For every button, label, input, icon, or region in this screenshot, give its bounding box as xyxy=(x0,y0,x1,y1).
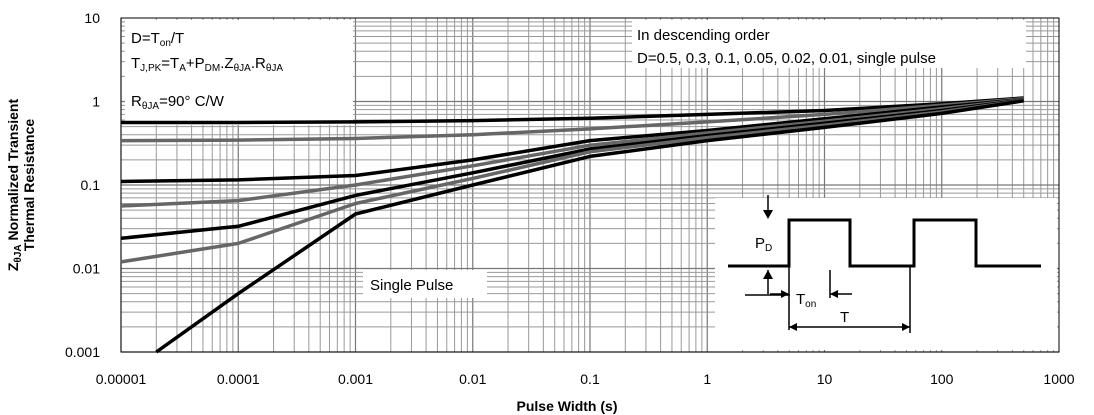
tj-formula: TJ,PK=TA+PDM.ZθJA.RθJA xyxy=(131,55,283,74)
tj-p5-sub: θJA xyxy=(266,63,284,74)
y-tick-label: 0.01 xyxy=(73,261,100,277)
ton-label-sub: on xyxy=(805,299,816,310)
period-label: T xyxy=(840,309,849,326)
y-tick-label: 0.1 xyxy=(81,177,101,193)
period-arrowhead-right xyxy=(902,323,910,331)
pd-arrowhead-bottom xyxy=(763,270,773,279)
series-line-0-1 xyxy=(120,97,1024,184)
x-tick-label: 0.001 xyxy=(338,371,373,387)
order-title: In descending order xyxy=(637,27,770,44)
ton-label: Ton xyxy=(796,291,816,310)
y-axis-title-line2: Thermal Resistance xyxy=(21,119,37,251)
tj-p1-sub: J,PK xyxy=(140,63,161,74)
y-tick-label: 10 xyxy=(84,10,100,26)
x-tick-label: 0.1 xyxy=(580,371,600,387)
x-tick-label: 1 xyxy=(703,371,711,387)
tj-p5: .R xyxy=(251,55,266,72)
pd-arrowhead-top xyxy=(763,210,773,219)
pd-label-sub: D xyxy=(765,243,772,254)
tj-p2: =T xyxy=(161,55,179,72)
series-line-single-pulse xyxy=(155,99,1024,354)
single-pulse-box xyxy=(363,270,487,298)
duty-formula-a: D=T xyxy=(131,30,160,47)
period-arrowhead-left xyxy=(789,323,797,331)
x-tick-label: 1000 xyxy=(1043,371,1074,387)
x-axis-title: Pulse Width (s) xyxy=(517,398,618,414)
plot-area-frame xyxy=(120,17,1060,353)
series-line-0-05 xyxy=(120,97,1024,208)
duty-formula: D=Ton/T xyxy=(131,30,184,49)
ton-arrowhead-left xyxy=(781,290,789,298)
x-tick-label: 0.00001 xyxy=(96,371,147,387)
y-axis-line1: Normalized Transient xyxy=(5,99,21,241)
formula-box xyxy=(125,20,353,125)
x-tick-label: 100 xyxy=(930,371,954,387)
ton-label-main: T xyxy=(796,291,805,308)
tj-p1: T xyxy=(131,55,140,72)
y-axis-symbol: Z xyxy=(5,262,21,271)
y-axis-symbol-sub: θJA xyxy=(13,244,24,262)
x-tick-label: 10 xyxy=(817,371,833,387)
y-axis-title-line1: ZθJA Normalized Transient xyxy=(5,99,24,272)
x-tick-label: 0.0001 xyxy=(217,371,260,387)
x-tick-label: 0.01 xyxy=(459,371,486,387)
ton-arrowhead-right xyxy=(830,290,838,298)
series-line-0-3 xyxy=(120,96,1024,143)
tj-p3-sub: DM xyxy=(205,63,221,74)
pd-label: PD xyxy=(755,235,772,254)
y-tick-label: 0.001 xyxy=(65,344,100,360)
tj-p4-sub: θJA xyxy=(234,63,252,74)
order-box xyxy=(632,20,1026,68)
series-layer xyxy=(120,96,1024,354)
rja-formula: RθJA=90° C/W xyxy=(131,93,225,112)
rja-a: R xyxy=(131,93,142,110)
single-pulse-label: Single Pulse xyxy=(370,277,453,294)
rja-a-sub: θJA xyxy=(142,101,160,112)
tick-labels: 0.00001 0.0001 0.001 0.01 0.1 1 10 100 1000 0.001… xyxy=(65,10,1075,387)
pd-label-main: P xyxy=(755,235,765,252)
order-values: D=0.5, 0.3, 0.1, 0.05, 0.02, 0.01, singl… xyxy=(637,50,936,67)
tj-p2-sub: A xyxy=(179,63,186,74)
tj-p3: +P xyxy=(186,55,205,72)
duty-formula-a-sub: on xyxy=(160,38,171,49)
inset-box xyxy=(715,198,1057,350)
pulse-waveform xyxy=(728,218,1041,268)
y-tick-label: 1 xyxy=(92,94,100,110)
tj-p4: .Z xyxy=(220,55,233,72)
pulse-waveform-inset: PD Ton T xyxy=(728,195,1041,333)
rja-b: =90° C/W xyxy=(159,93,225,110)
duty-formula-b: /T xyxy=(171,30,184,47)
series-line-0-5 xyxy=(121,96,1024,125)
